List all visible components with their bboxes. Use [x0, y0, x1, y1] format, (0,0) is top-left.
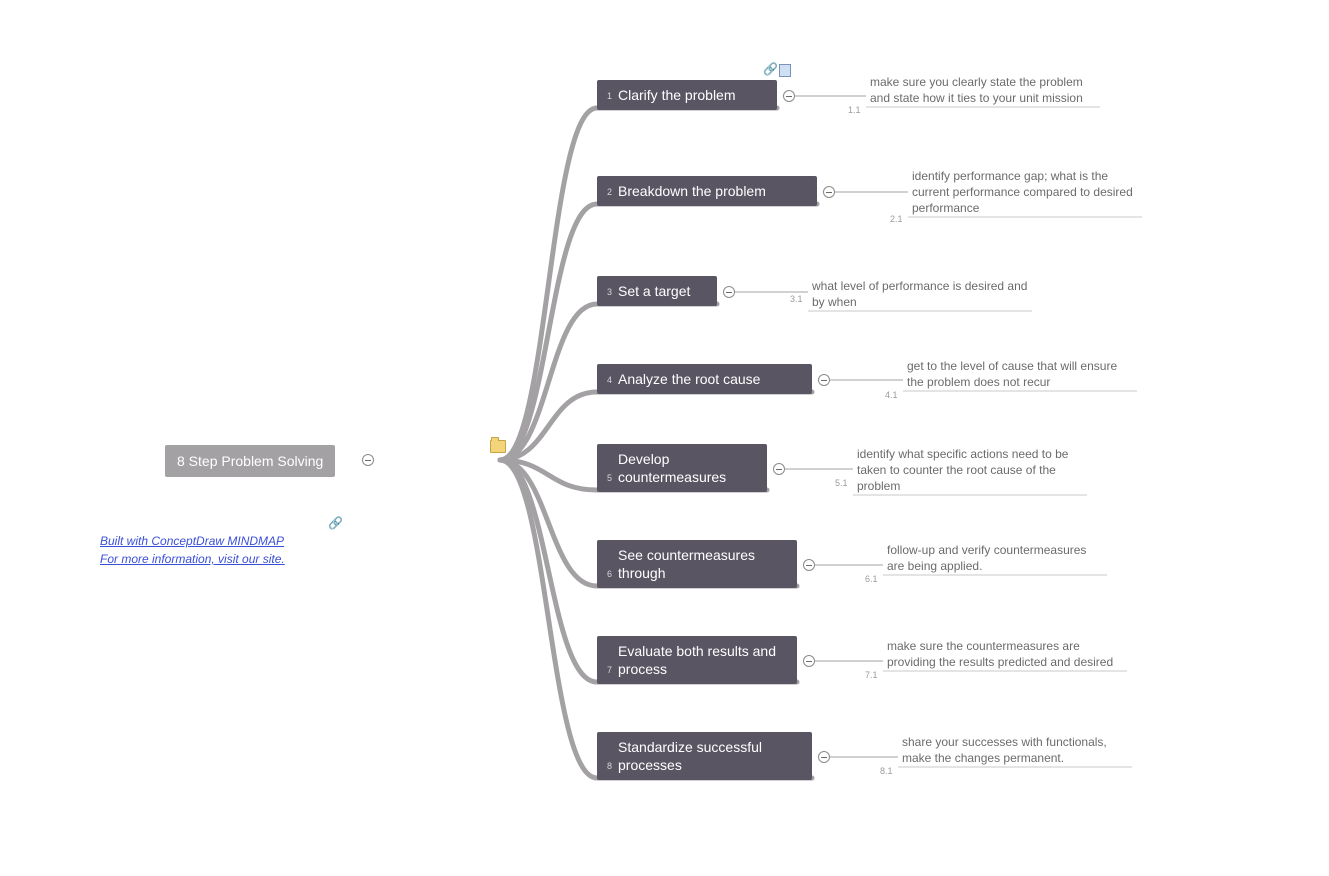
- step-label: Develop countermeasures: [618, 450, 757, 486]
- mindmap-canvas: 8 Step Problem Solving 1 Clarify the prob…: [0, 0, 1329, 876]
- detail-number: 8.1: [880, 766, 893, 776]
- detail-text-step-7: make sure the countermeasures are provid…: [887, 638, 1127, 670]
- step-label: Set a target: [618, 282, 690, 300]
- footer-link-site[interactable]: For more information, visit our site.: [100, 552, 285, 566]
- step-label: Analyze the root cause: [618, 370, 760, 388]
- step-number: 1: [607, 90, 612, 104]
- collapse-toggle-step-5[interactable]: [773, 463, 785, 475]
- collapse-toggle-step-8[interactable]: [818, 751, 830, 763]
- step-number: 2: [607, 186, 612, 200]
- footer-link-product[interactable]: Built with ConceptDraw MINDMAP: [100, 534, 284, 548]
- detail-text-step-4: get to the level of cause that will ensu…: [907, 358, 1137, 390]
- detail-number: 5.1: [835, 478, 848, 488]
- step-node-5[interactable]: 5 Develop countermeasures: [597, 444, 767, 492]
- step-node-8[interactable]: 8 Standardize successful processes: [597, 732, 812, 780]
- collapse-toggle-step-6[interactable]: [803, 559, 815, 571]
- step-label: Evaluate both results and process: [618, 642, 787, 678]
- step-node-2[interactable]: 2 Breakdown the problem: [597, 176, 817, 206]
- collapse-toggle-step-4[interactable]: [818, 374, 830, 386]
- detail-number: 2.1: [890, 214, 903, 224]
- step-node-4[interactable]: 4 Analyze the root cause: [597, 364, 812, 394]
- detail-text-step-5: identify what specific actions need to b…: [857, 446, 1087, 494]
- step-label: See countermeasures through: [618, 546, 787, 582]
- note-icon: [779, 64, 791, 77]
- collapse-toggle-step-3[interactable]: [723, 286, 735, 298]
- detail-text-step-3: what level of performance is desired and…: [812, 278, 1032, 310]
- detail-number: 4.1: [885, 390, 898, 400]
- step-node-1[interactable]: 1 Clarify the problem: [597, 80, 777, 110]
- step-label: Breakdown the problem: [618, 182, 766, 200]
- root-node[interactable]: 8 Step Problem Solving: [165, 445, 335, 477]
- collapse-toggle-step-7[interactable]: [803, 655, 815, 667]
- folder-icon: [490, 440, 506, 453]
- detail-text-step-2: identify performance gap; what is the cu…: [912, 168, 1142, 216]
- root-collapse-toggle[interactable]: [362, 454, 374, 466]
- detail-number: 3.1: [790, 294, 803, 304]
- attachment-icon: 🔗: [763, 62, 778, 76]
- step-number: 3: [607, 286, 612, 300]
- step-number: 7: [607, 664, 612, 678]
- step-number: 4: [607, 374, 612, 388]
- detail-number: 6.1: [865, 574, 878, 584]
- step-node-6[interactable]: 6 See countermeasures through: [597, 540, 797, 588]
- step-label: Clarify the problem: [618, 86, 736, 104]
- footer-links: Built with ConceptDraw MINDMAP For more …: [100, 532, 285, 568]
- step-label: Standardize successful processes: [618, 738, 802, 774]
- step-node-3[interactable]: 3 Set a target: [597, 276, 717, 306]
- detail-number: 1.1: [848, 105, 861, 115]
- step-node-7[interactable]: 7 Evaluate both results and process: [597, 636, 797, 684]
- attachment-icon: 🔗: [328, 516, 343, 530]
- detail-text-step-1: make sure you clearly state the problem …: [870, 74, 1100, 106]
- step-number: 5: [607, 472, 612, 486]
- collapse-toggle-step-1[interactable]: [783, 90, 795, 102]
- collapse-toggle-step-2[interactable]: [823, 186, 835, 198]
- step-number: 6: [607, 568, 612, 582]
- detail-text-step-6: follow-up and verify countermeasures are…: [887, 542, 1107, 574]
- step-number: 8: [607, 760, 612, 774]
- detail-text-step-8: share your successes with functionals, m…: [902, 734, 1132, 766]
- detail-number: 7.1: [865, 670, 878, 680]
